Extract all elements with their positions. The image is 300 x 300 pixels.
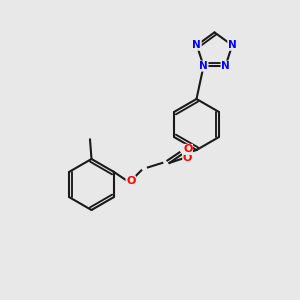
Text: O: O: [183, 144, 193, 154]
Text: N: N: [199, 61, 208, 71]
Text: N: N: [221, 61, 230, 71]
Text: N: N: [228, 40, 237, 50]
Text: O: O: [126, 176, 136, 186]
Text: O: O: [183, 153, 192, 164]
Text: N: N: [192, 40, 201, 50]
